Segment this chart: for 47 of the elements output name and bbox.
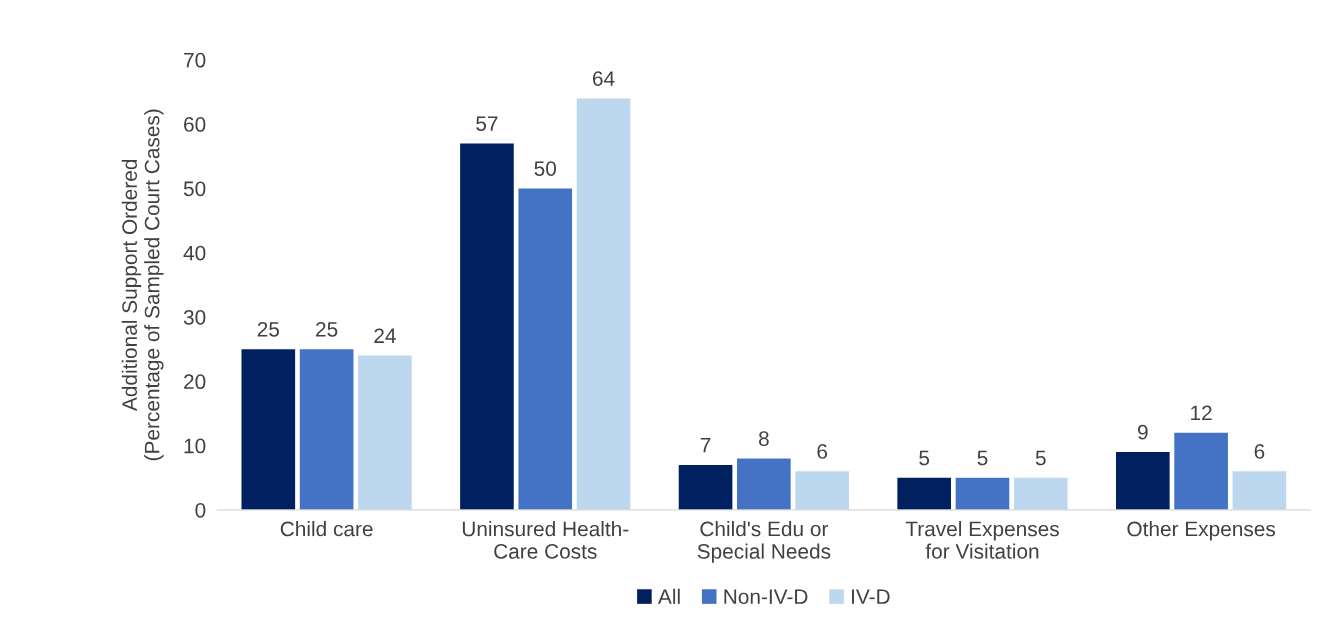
bar	[1232, 471, 1287, 510]
y-tick-label: 70	[184, 52, 206, 68]
data-label: 8	[758, 431, 769, 447]
y-tick-label: 40	[183, 245, 206, 261]
bar	[1174, 432, 1228, 510]
x-tick-label: Uninsured Health- Care Costs	[462, 521, 629, 559]
y-tick-label: 60	[184, 117, 206, 132]
data-label: 25	[257, 321, 280, 337]
data-label: 25	[316, 321, 338, 337]
data-label: 12	[1191, 405, 1212, 421]
x-tick-label: Other Expenses	[1127, 521, 1276, 541]
y-tick-label: 30	[183, 310, 206, 325]
bar	[460, 143, 514, 510]
data-label: 5	[1035, 450, 1046, 466]
bar	[299, 349, 354, 510]
legend-label: IV-D	[852, 589, 890, 604]
bar	[576, 98, 631, 510]
x-tick-label: Child care	[280, 521, 373, 537]
data-label: 6	[1254, 444, 1265, 459]
bar	[518, 188, 573, 510]
data-label: 7	[700, 437, 711, 453]
legend-label: All	[657, 588, 680, 604]
y-tick-label: 0	[195, 502, 206, 518]
bar	[955, 477, 1010, 510]
bar	[678, 464, 733, 510]
data-label: 57	[476, 116, 498, 131]
bar	[241, 349, 296, 510]
data-label: 6	[817, 444, 828, 459]
y-tick-label: 50	[183, 181, 206, 197]
data-label: 24	[374, 328, 396, 343]
data-label: 9	[1137, 424, 1148, 440]
bar	[1013, 477, 1068, 510]
y-tick-label: 20	[184, 374, 206, 390]
data-label: 5	[919, 450, 930, 466]
x-tick-label: Travel Expenses for Visitation	[905, 521, 1059, 559]
x-tick-label: Child's Edu or Special Needs	[697, 521, 831, 563]
bar	[1115, 452, 1170, 510]
y-tick-label: 10	[184, 438, 206, 454]
bar	[358, 355, 412, 510]
data-label: 50	[534, 161, 557, 176]
bar	[897, 477, 951, 510]
y-axis-title: Additional Support Ordered (Percentage of Sampled Court Cases)	[121, 109, 164, 461]
bar	[795, 471, 849, 510]
legend-label: Non-IV-D	[724, 589, 808, 605]
data-label: 5	[977, 450, 988, 466]
data-label: 64	[593, 71, 615, 86]
bar	[737, 458, 791, 510]
